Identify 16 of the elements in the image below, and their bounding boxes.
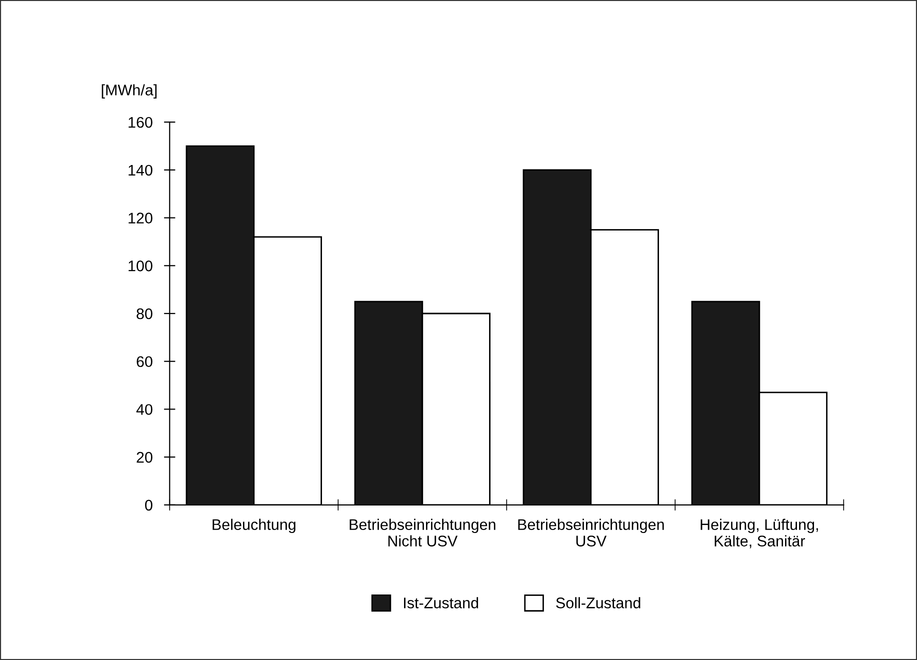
y-tick-label: 60 <box>136 356 152 368</box>
y-tick-label: 20 <box>136 452 152 463</box>
y-tick-label: 120 <box>128 212 152 224</box>
legend-label: Ist-Zustand <box>404 597 478 608</box>
y-tick-label: 80 <box>136 308 152 320</box>
y-tick-label: 0 <box>145 500 152 511</box>
y-tick-label: 140 <box>128 164 152 176</box>
legend-label: Soll-Zustand <box>556 597 640 608</box>
y-tick-label: 100 <box>128 260 152 272</box>
y-tick-label: 40 <box>136 404 152 415</box>
x-tick-label: Betriebseinrichtungen Nicht USV <box>350 518 496 546</box>
x-tick-label: Heizung, Lüftung, Kälte, Sanitär <box>700 518 818 548</box>
x-tick-label: Betriebseinrichtungen USV <box>518 518 664 546</box>
y-axis-title: [MWh/a] <box>102 84 157 98</box>
x-tick-label: Beleuchtung <box>212 518 296 534</box>
y-tick-label: 160 <box>128 116 152 128</box>
